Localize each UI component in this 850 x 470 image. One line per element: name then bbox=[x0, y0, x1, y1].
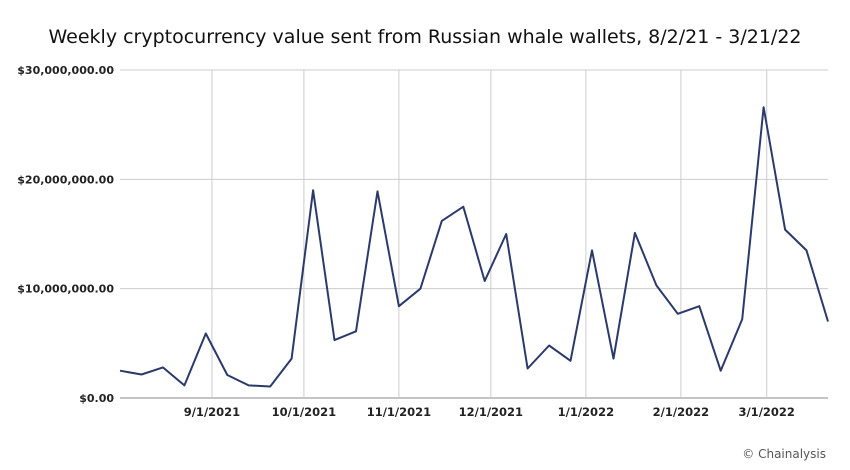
source-credit: © Chainalysis bbox=[742, 447, 826, 461]
x-axis-ticks: 9/1/2021 10/1/2021 11/1/2021 12/1/2021 1/1/2… bbox=[184, 405, 795, 419]
chart-title: Weekly cryptocurrency value sent from Ru… bbox=[48, 26, 801, 48]
y-tick-label: $0.00 bbox=[79, 392, 114, 405]
y-tick-label: $10,000,000.00 bbox=[17, 283, 114, 296]
y-tick-label: $30,000,000.00 bbox=[17, 64, 114, 77]
x-tick-label: 12/1/2021 bbox=[459, 405, 523, 419]
x-tick-label: 10/1/2021 bbox=[272, 405, 336, 419]
x-tick-label: 11/1/2021 bbox=[367, 405, 431, 419]
series-line bbox=[119, 106, 829, 388]
y-axis-ticks: $0.00 $10,000,000.00 $20,000,000.00 $30,000… bbox=[17, 64, 114, 405]
grid-lines bbox=[120, 69, 828, 399]
x-tick-label: 2/1/2022 bbox=[653, 405, 709, 419]
y-tick-label: $20,000,000.00 bbox=[17, 173, 114, 186]
series-layer bbox=[119, 106, 829, 388]
x-tick-label: 3/1/2022 bbox=[738, 405, 794, 419]
x-tick-label: 1/1/2022 bbox=[558, 405, 614, 419]
x-tick-label: 9/1/2021 bbox=[184, 405, 240, 419]
